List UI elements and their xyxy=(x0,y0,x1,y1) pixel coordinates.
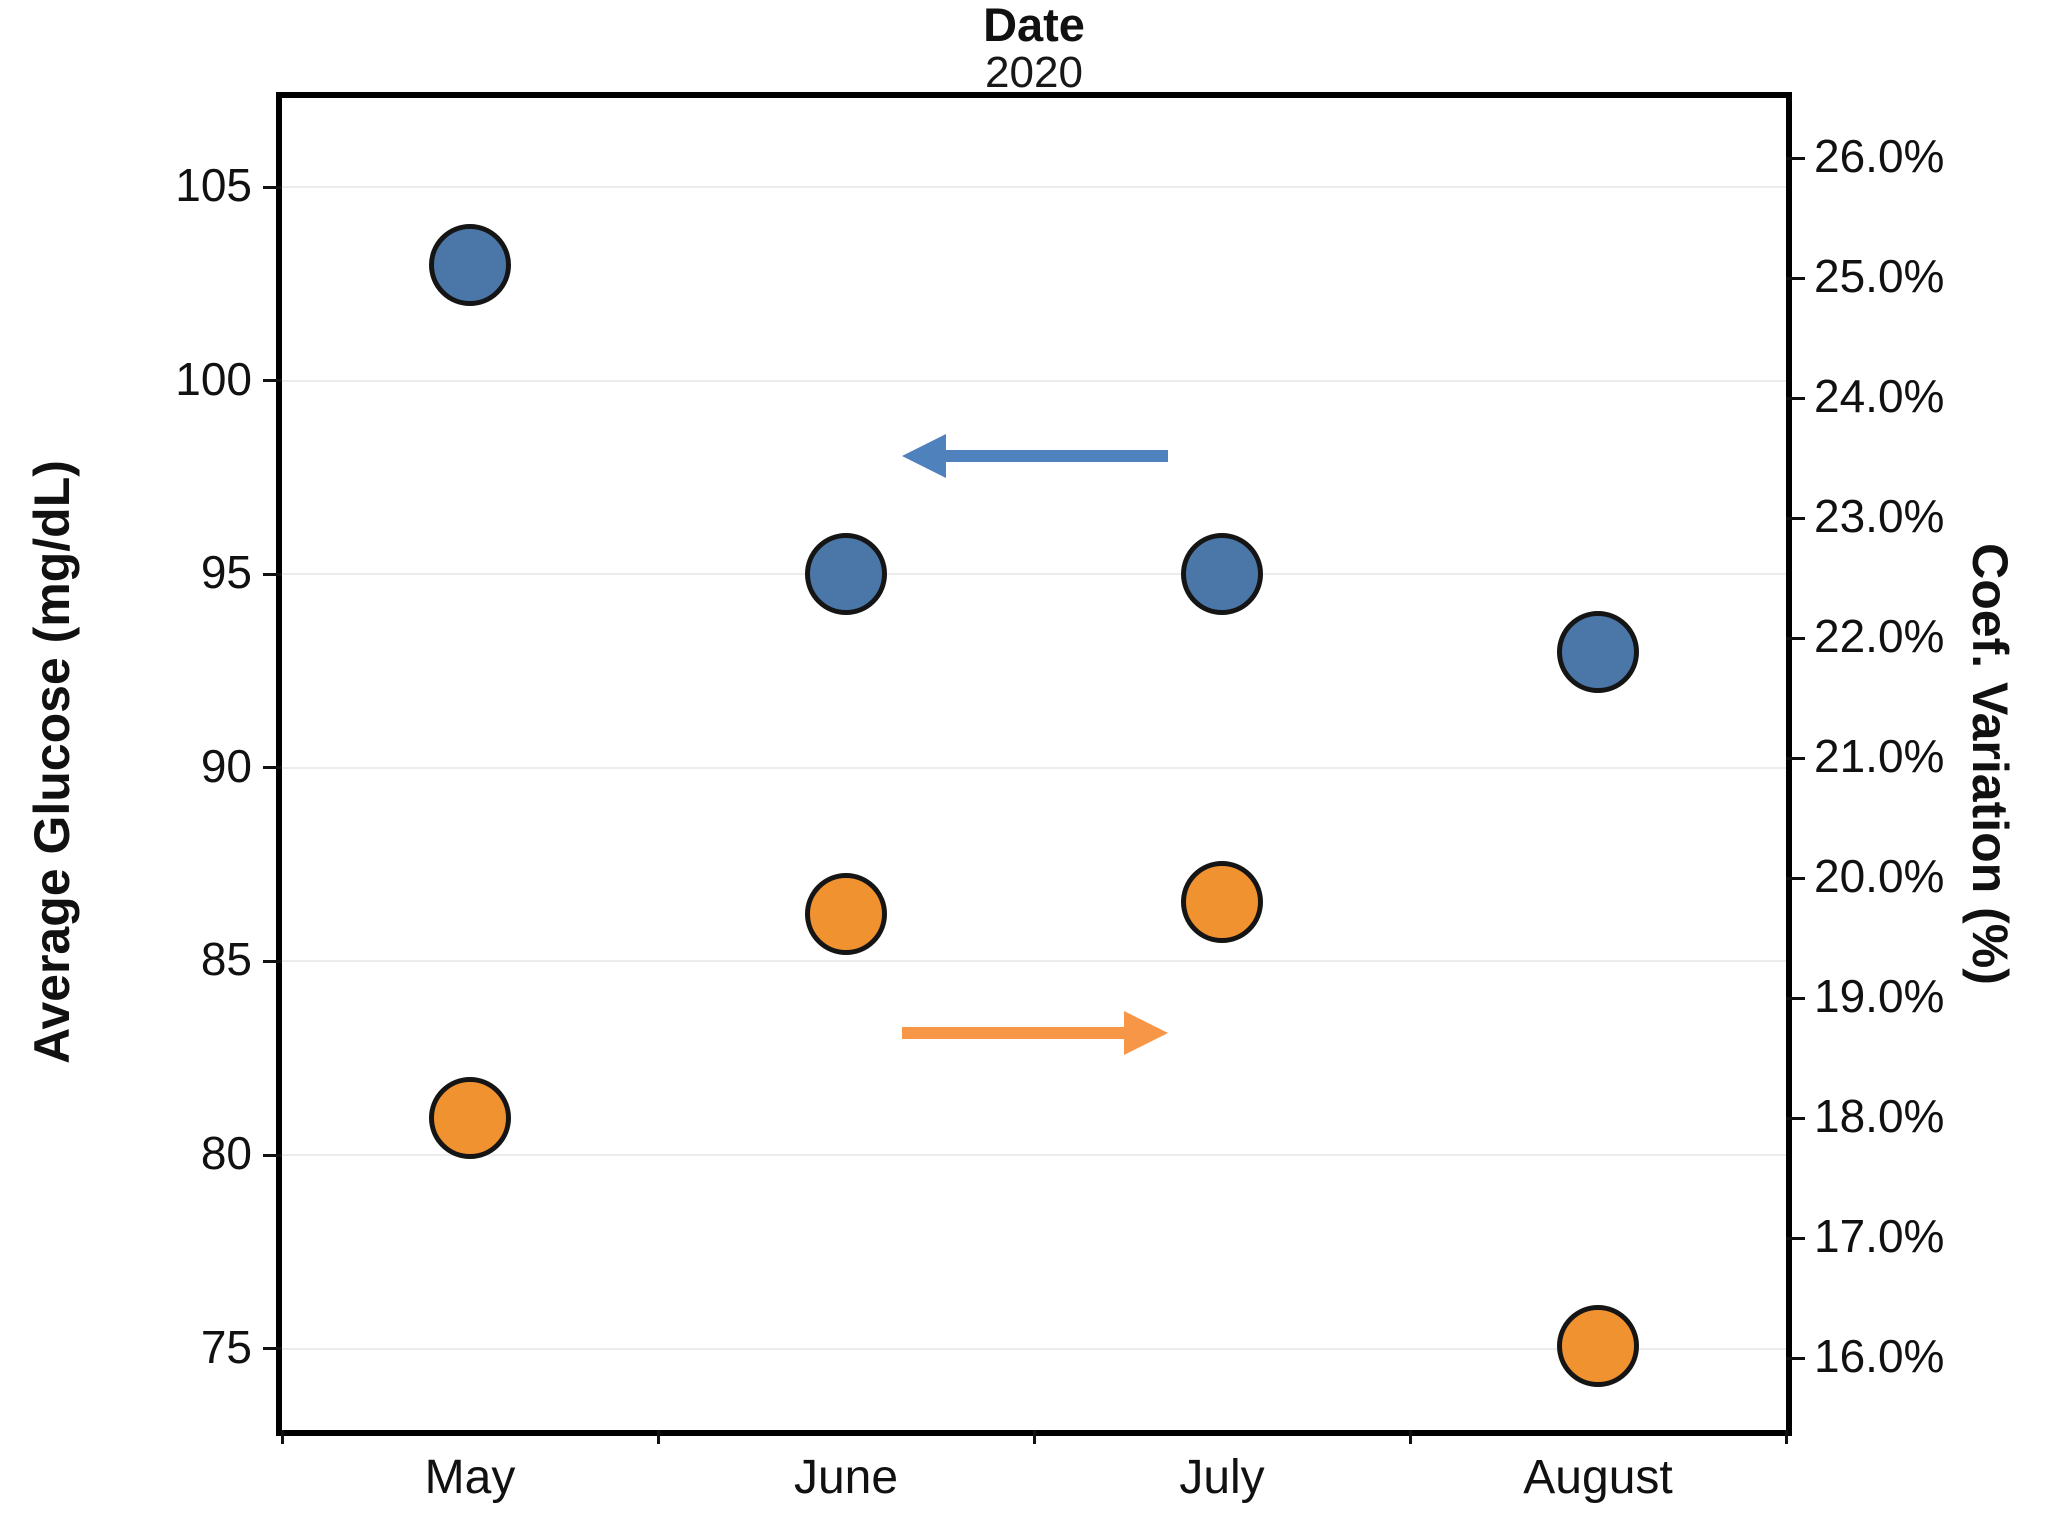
gridline-100 xyxy=(282,379,1786,382)
right-axis-tick-label-21: 21.0% xyxy=(1814,729,1945,782)
left-axis-tick-85 xyxy=(263,959,282,963)
cv-trend-arrow xyxy=(902,1011,1168,1055)
average-glucose-mg-dl-point-may[interactable] xyxy=(429,223,511,306)
right-axis-tick-label-17: 17.0% xyxy=(1814,1209,1945,1262)
right-axis-tick-label-25: 25.0% xyxy=(1814,249,1945,302)
right-axis-tick-label-16: 16.0% xyxy=(1814,1329,1945,1382)
left-axis-tick-90 xyxy=(263,766,282,770)
left-axis-tick-105 xyxy=(263,185,282,189)
gridline-105 xyxy=(282,186,1786,189)
gridline-95 xyxy=(282,573,1786,576)
left-axis-tick-75 xyxy=(263,1347,282,1351)
average-glucose-mg-dl-point-july[interactable] xyxy=(1181,533,1263,616)
trend-arrow-layer xyxy=(902,434,1168,1055)
coef-variation-point-august[interactable] xyxy=(1557,1305,1639,1387)
right-axis-tick-23 xyxy=(1786,516,1805,520)
plot-area: 105 100 95 90 85 80 75 26.0% 25.0% 24.0% 23.0% 22.0… xyxy=(175,92,1944,1504)
right-axis-tick-24 xyxy=(1786,396,1805,400)
left-axis-label: Average Glucose (mg/dL) xyxy=(24,460,80,1064)
left-axis-tick-label-75: 75 xyxy=(200,1320,252,1373)
left-axis-tick-label-100: 100 xyxy=(175,352,252,405)
left-axis-tick-label-80: 80 xyxy=(200,1126,252,1179)
right-axis-tick-label-19: 19.0% xyxy=(1814,969,1945,1022)
right-axis-tick-19 xyxy=(1786,996,1805,1000)
right-axis-tick-label-23: 23.0% xyxy=(1814,489,1945,542)
x-axis-label-july: July xyxy=(1179,1451,1265,1504)
left-axis-tick-80 xyxy=(263,1153,282,1157)
right-axis-label: Coef. Variation (%) xyxy=(1962,543,2018,985)
average-glucose-mg-dl-point-june[interactable] xyxy=(805,533,887,616)
right-axis-tick-label-20: 20.0% xyxy=(1814,849,1945,902)
coef-variation-point-june[interactable] xyxy=(805,873,887,955)
x-axis-boundary-tick-0 xyxy=(280,1430,284,1444)
right-axis-tick-16 xyxy=(1786,1356,1805,1360)
left-axis-tick-label-105: 105 xyxy=(175,158,252,211)
right-axis-tick-label-22: 22.0% xyxy=(1814,609,1945,662)
coef-variation-point-july[interactable] xyxy=(1181,861,1263,943)
x-axis-label-may: May xyxy=(424,1451,516,1504)
gridline-85 xyxy=(282,960,1786,963)
right-axis-tick-25 xyxy=(1786,276,1805,280)
right-axis-tick-label-24: 24.0% xyxy=(1814,369,1945,422)
right-axis-tick-17 xyxy=(1786,1236,1805,1240)
left-axis-tick-95 xyxy=(263,572,282,576)
left-axis-tick-label-95: 95 xyxy=(200,546,252,599)
left-axis-tick-label-85: 85 xyxy=(200,933,252,986)
chart-title: Date xyxy=(983,0,1085,51)
gridline-75 xyxy=(282,1347,1786,1350)
gridline-90 xyxy=(282,766,1786,769)
x-axis-label-august: August xyxy=(1523,1451,1673,1504)
x-axis-boundary-tick-4 xyxy=(1784,1430,1788,1444)
x-axis-boundary-tick-2 xyxy=(1032,1430,1036,1444)
x-axis-boundary-tick-3 xyxy=(1408,1430,1412,1444)
average-glucose-mg-dl-point-august[interactable] xyxy=(1557,610,1639,693)
coef-variation-point-may[interactable] xyxy=(429,1077,511,1159)
right-axis-tick-18 xyxy=(1786,1116,1805,1120)
right-axis-tick-label-18: 18.0% xyxy=(1814,1089,1945,1142)
x-axis-boundary-tick-1 xyxy=(656,1430,660,1444)
right-axis-tick-21 xyxy=(1786,756,1805,760)
gridline-80 xyxy=(282,1154,1786,1157)
chart-subtitle: 2020 xyxy=(985,48,1083,98)
right-axis-tick-20 xyxy=(1786,876,1805,880)
glucose-trend-arrow xyxy=(902,434,1168,478)
left-axis-tick-100 xyxy=(263,379,282,383)
left-axis-tick-label-90: 90 xyxy=(200,739,252,792)
x-axis-label-june: June xyxy=(793,1451,899,1504)
chart-title-group: Date 2020 xyxy=(983,0,1085,98)
right-axis-tick-26 xyxy=(1786,156,1805,160)
right-axis-tick-label-26: 26.0% xyxy=(1814,129,1945,182)
right-axis-tick-22 xyxy=(1786,636,1805,640)
